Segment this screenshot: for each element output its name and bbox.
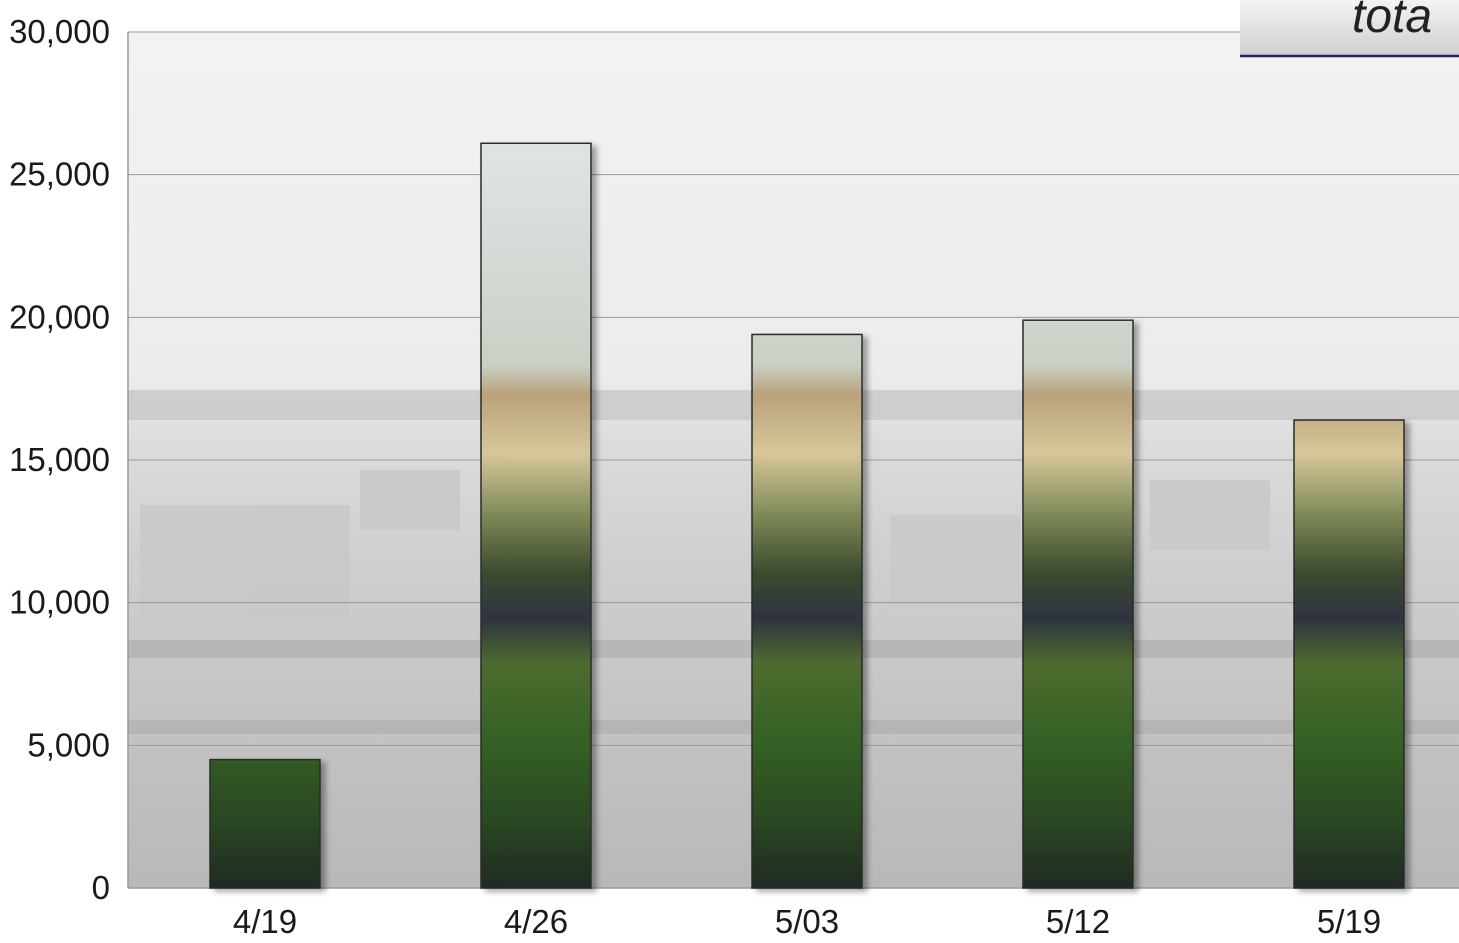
y-tick-label: 30,000 xyxy=(9,13,110,50)
bar xyxy=(480,142,592,889)
bar xyxy=(1293,419,1405,889)
y-tick-label: 0 xyxy=(92,869,110,906)
y-tick-labels: 0 5,000 10,000 15,000 20,000 25,000 30,000 xyxy=(9,13,110,906)
title-box: tota xyxy=(1240,0,1459,58)
y-tick-label: 20,000 xyxy=(9,298,110,335)
title-box-background xyxy=(1240,0,1459,56)
bar xyxy=(209,758,321,889)
x-tick-label: 4/19 xyxy=(233,903,297,940)
bars xyxy=(209,142,1405,889)
y-tick-label: 10,000 xyxy=(9,584,110,621)
y-tick-label: 25,000 xyxy=(9,156,110,193)
x-tick-label: 4/26 xyxy=(504,903,568,940)
x-tick-label: 5/03 xyxy=(775,903,839,940)
x-tick-label: 5/19 xyxy=(1317,903,1381,940)
x-tick-labels: 4/19 4/26 5/03 5/12 5/19 xyxy=(233,903,1381,940)
bar xyxy=(751,333,863,889)
bar xyxy=(1022,319,1134,889)
y-tick-label: 15,000 xyxy=(9,441,110,478)
x-tick-label: 5/12 xyxy=(1046,903,1110,940)
y-tick-label: 5,000 xyxy=(27,726,110,763)
chart-title: tota xyxy=(1352,0,1432,43)
